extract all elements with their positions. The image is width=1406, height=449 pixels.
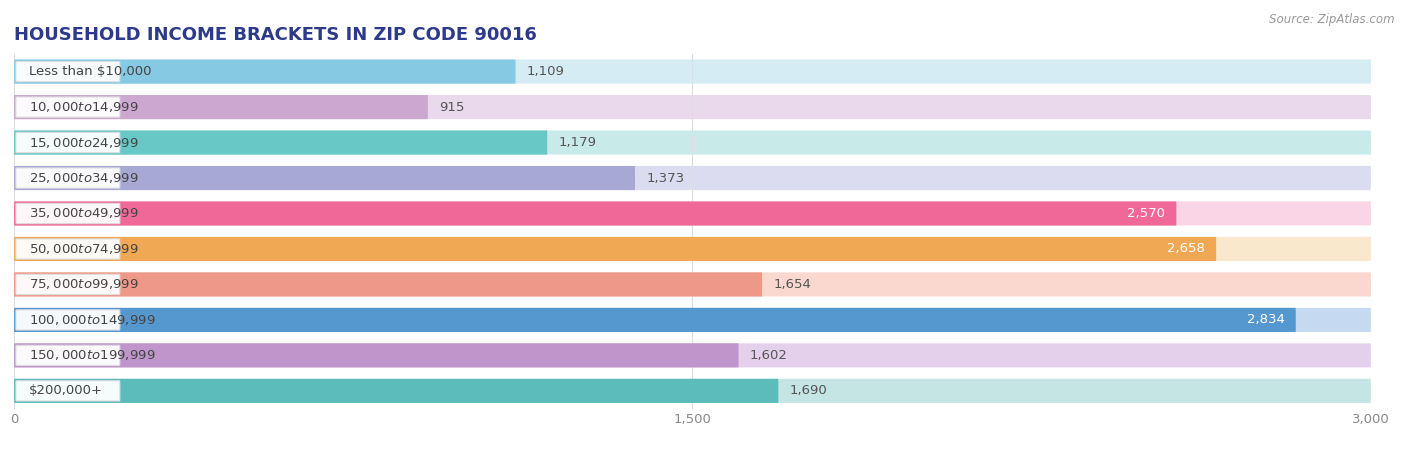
- Text: 1,179: 1,179: [558, 136, 596, 149]
- FancyBboxPatch shape: [15, 274, 120, 295]
- Text: 1,602: 1,602: [749, 349, 787, 362]
- FancyBboxPatch shape: [15, 168, 120, 188]
- Text: Source: ZipAtlas.com: Source: ZipAtlas.com: [1270, 13, 1395, 26]
- FancyBboxPatch shape: [14, 95, 427, 119]
- FancyBboxPatch shape: [14, 343, 1371, 367]
- Text: HOUSEHOLD INCOME BRACKETS IN ZIP CODE 90016: HOUSEHOLD INCOME BRACKETS IN ZIP CODE 90…: [14, 26, 537, 44]
- FancyBboxPatch shape: [14, 60, 516, 84]
- FancyBboxPatch shape: [14, 166, 1371, 190]
- FancyBboxPatch shape: [14, 131, 547, 154]
- Text: $75,000 to $99,999: $75,000 to $99,999: [28, 277, 138, 291]
- FancyBboxPatch shape: [14, 60, 1371, 84]
- FancyBboxPatch shape: [14, 273, 762, 296]
- FancyBboxPatch shape: [14, 166, 636, 190]
- FancyBboxPatch shape: [14, 95, 1371, 119]
- Text: $100,000 to $149,999: $100,000 to $149,999: [28, 313, 155, 327]
- FancyBboxPatch shape: [14, 202, 1177, 225]
- FancyBboxPatch shape: [14, 379, 1371, 403]
- Text: $10,000 to $14,999: $10,000 to $14,999: [28, 100, 138, 114]
- FancyBboxPatch shape: [15, 310, 120, 330]
- Text: $25,000 to $34,999: $25,000 to $34,999: [28, 171, 138, 185]
- FancyBboxPatch shape: [14, 273, 1371, 296]
- Text: 2,834: 2,834: [1247, 313, 1285, 326]
- Text: $35,000 to $49,999: $35,000 to $49,999: [28, 207, 138, 220]
- FancyBboxPatch shape: [14, 237, 1216, 261]
- Text: 1,654: 1,654: [773, 278, 811, 291]
- Text: $50,000 to $74,999: $50,000 to $74,999: [28, 242, 138, 256]
- Text: 2,570: 2,570: [1128, 207, 1166, 220]
- Text: 915: 915: [439, 101, 464, 114]
- Text: Less than $10,000: Less than $10,000: [28, 65, 150, 78]
- FancyBboxPatch shape: [14, 379, 779, 403]
- Text: 1,373: 1,373: [647, 172, 685, 185]
- Text: 1,690: 1,690: [790, 384, 828, 397]
- FancyBboxPatch shape: [14, 131, 1371, 154]
- FancyBboxPatch shape: [15, 345, 120, 365]
- FancyBboxPatch shape: [15, 97, 120, 117]
- FancyBboxPatch shape: [14, 237, 1371, 261]
- FancyBboxPatch shape: [14, 343, 738, 367]
- FancyBboxPatch shape: [15, 381, 120, 401]
- FancyBboxPatch shape: [15, 203, 120, 224]
- Text: 2,658: 2,658: [1167, 242, 1205, 255]
- Text: $15,000 to $24,999: $15,000 to $24,999: [28, 136, 138, 150]
- Text: $150,000 to $199,999: $150,000 to $199,999: [28, 348, 155, 362]
- FancyBboxPatch shape: [15, 239, 120, 259]
- FancyBboxPatch shape: [15, 132, 120, 153]
- FancyBboxPatch shape: [14, 308, 1371, 332]
- FancyBboxPatch shape: [14, 308, 1296, 332]
- FancyBboxPatch shape: [14, 202, 1371, 225]
- Text: 1,109: 1,109: [527, 65, 565, 78]
- FancyBboxPatch shape: [15, 62, 120, 82]
- Text: $200,000+: $200,000+: [28, 384, 103, 397]
